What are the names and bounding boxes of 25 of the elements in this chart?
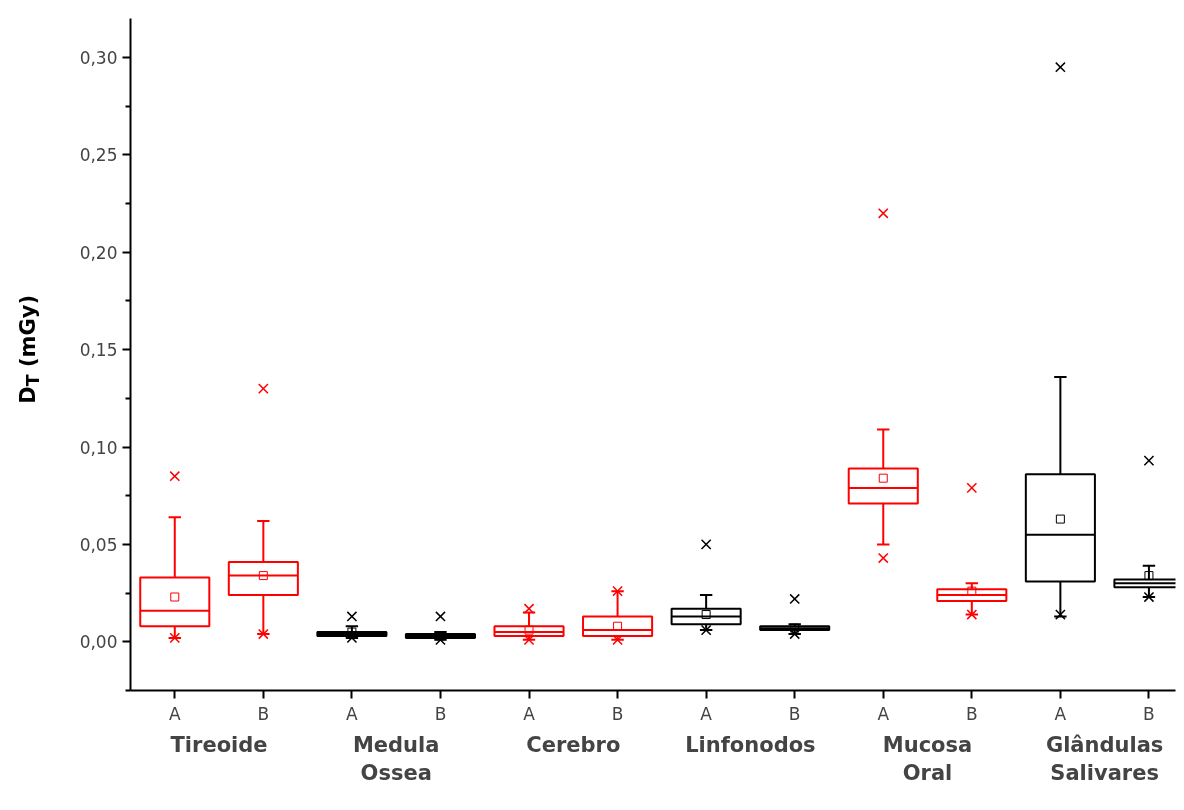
x-tick-label: B <box>434 703 447 724</box>
x-tick-label: A <box>346 703 359 724</box>
text: Cerebro <box>526 732 621 757</box>
text: Medula Ossea <box>352 732 440 786</box>
x-tick-label: B <box>611 703 624 724</box>
y-tick-label: 0,25 <box>79 145 118 166</box>
y-tick-label: 0,15 <box>79 340 118 361</box>
x-tick-label: A <box>877 703 890 724</box>
y-tick-label: 0,10 <box>79 437 118 458</box>
y-tick-label: 0,05 <box>79 534 118 555</box>
x-tick-label: A <box>1054 703 1067 724</box>
x-tick-label: A <box>168 703 181 724</box>
text: Linfonodos <box>685 732 816 757</box>
y-tick-label: 0,20 <box>79 242 118 263</box>
x-tick-label: B <box>1143 703 1155 724</box>
y-tick-label: 0,00 <box>79 632 118 653</box>
x-tick-label: B <box>788 703 801 724</box>
x-tick-label: A <box>523 703 536 724</box>
text: Tireoide <box>170 732 268 757</box>
y-tick-label: 0,30 <box>79 47 118 68</box>
x-tick-label: A <box>700 703 713 724</box>
x-tick-label: B <box>965 703 978 724</box>
text: Mucosa Oral <box>882 732 973 786</box>
text: Glândulas Salivares <box>1045 732 1164 786</box>
x-tick-label: B <box>257 703 270 724</box>
